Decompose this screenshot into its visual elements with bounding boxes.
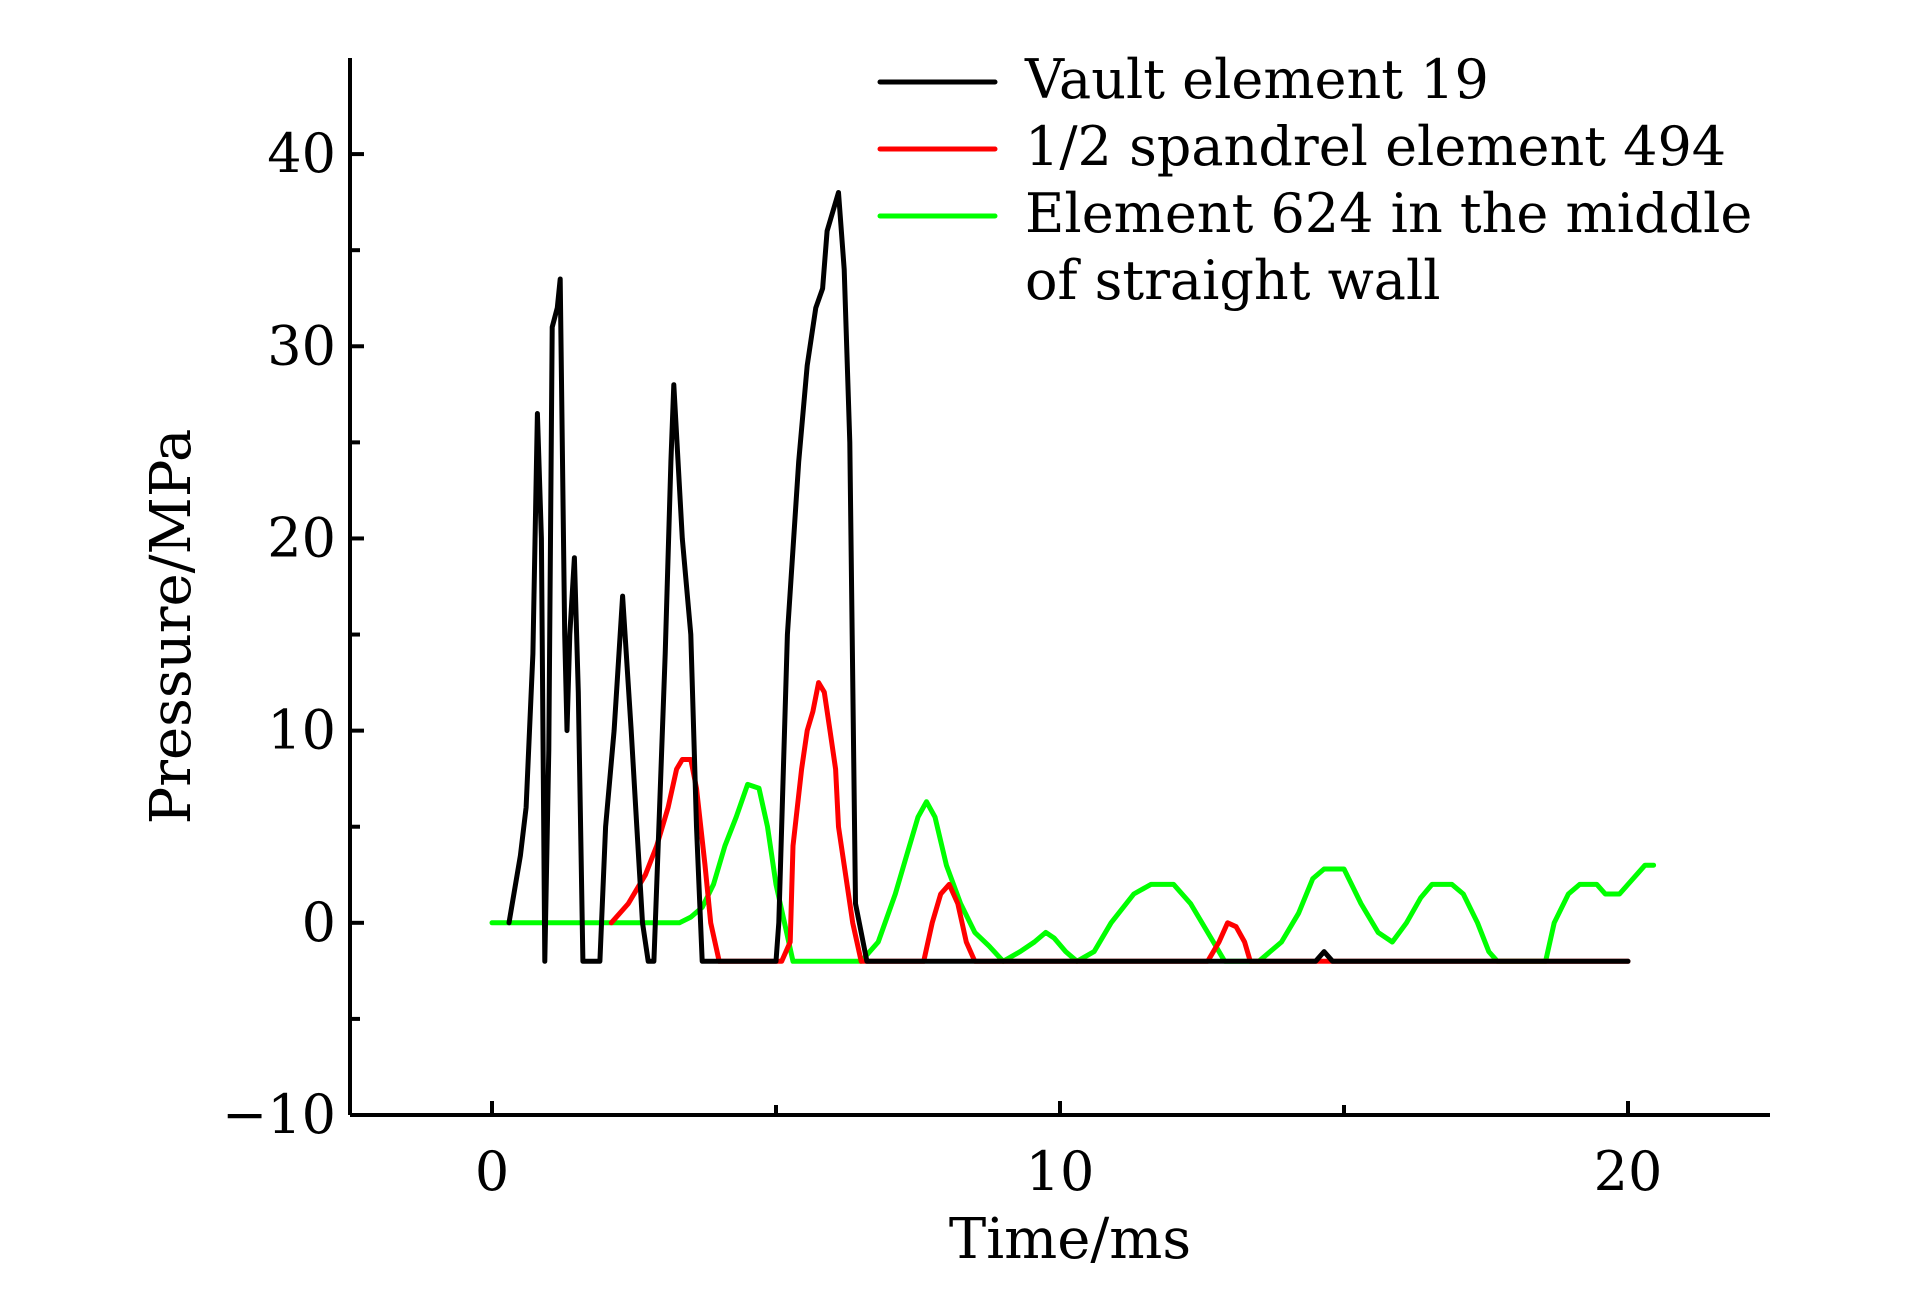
- series-line-vault-element-19: [506, 190, 1631, 964]
- y-tick-label: 0: [302, 891, 336, 954]
- legend-label-spandrel: 1/2 spandrel element 494: [1025, 115, 1726, 178]
- x-axis-title: Time/ms: [949, 1207, 1191, 1272]
- series-layer: [489, 190, 1657, 964]
- legend-label-vault: Vault element 19: [1024, 48, 1489, 111]
- legend-label-straight-wall-line2: of straight wall: [1025, 249, 1441, 312]
- y-tick-label: 30: [267, 314, 336, 377]
- y-tick-label: −10: [222, 1083, 336, 1146]
- ticks: −10 0 10 20 30 40 0 10 20: [222, 122, 1662, 1203]
- y-tick-label: 40: [267, 122, 336, 185]
- x-tick-label: 0: [475, 1140, 509, 1203]
- y-axis-title: Pressure/MPa: [139, 429, 204, 825]
- legend: Vault element 19 1/2 spandrel element 49…: [877, 48, 1752, 312]
- legend-label-straight-wall-line1: Element 624 in the middle: [1025, 182, 1752, 245]
- x-tick-label: 10: [1026, 1140, 1095, 1203]
- x-tick-label: 20: [1594, 1140, 1663, 1203]
- y-tick-label: 20: [267, 506, 336, 569]
- y-tick-label: 10: [267, 699, 336, 762]
